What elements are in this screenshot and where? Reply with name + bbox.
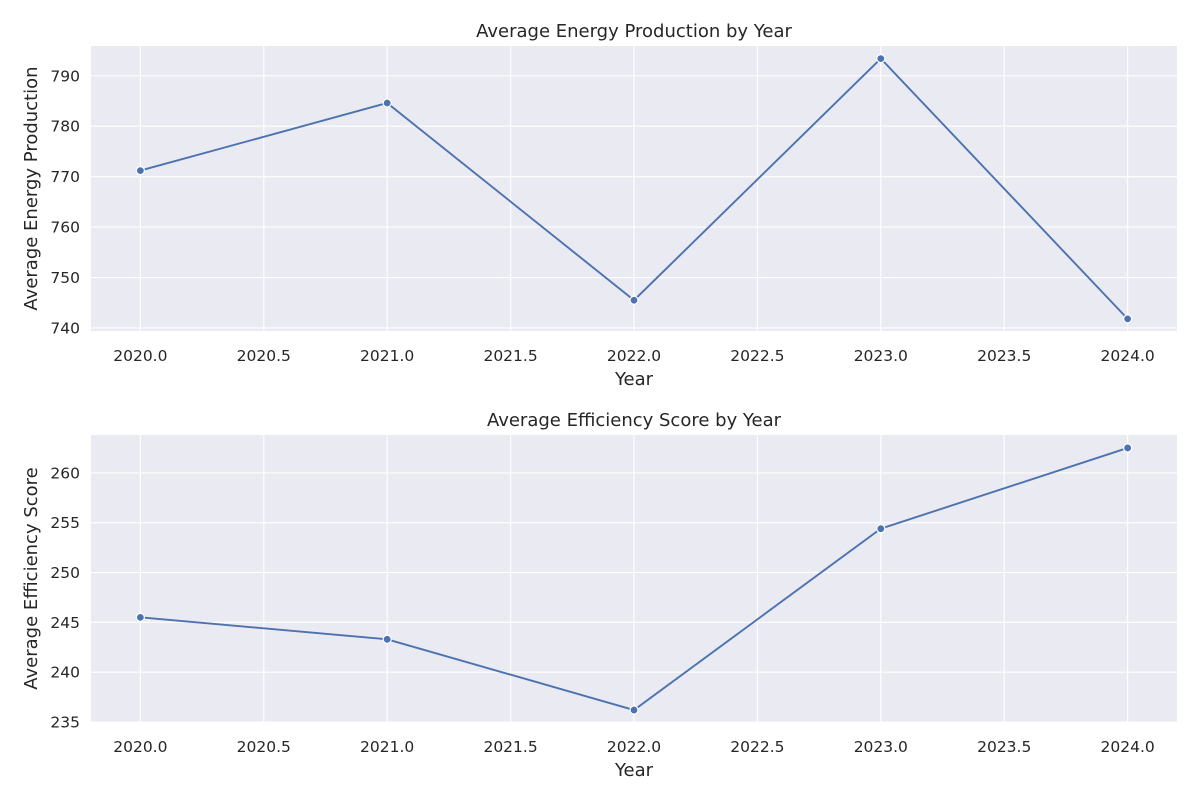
y-tick-label: 260 — [50, 464, 80, 482]
chart-panel-1: 2020.0 2020.5 2021.0 2021.5 2022.0 2022.5 2023… — [21, 21, 1177, 390]
y-tick-label: 235 — [50, 714, 80, 732]
chart-title: Average Energy Production by Year — [476, 21, 792, 42]
x-tick-label: 2022.5 — [730, 347, 784, 365]
y-tick-label: 240 — [50, 664, 80, 682]
x-tick-label: 2021.0 — [360, 347, 414, 365]
x-tick-label: 2021.5 — [483, 738, 537, 756]
x-tick-label: 2023.0 — [854, 347, 908, 365]
y-axis-title: Average Efficiency Score — [21, 467, 42, 689]
x-tick-label: 2020.5 — [237, 738, 291, 756]
x-tick-label: 2021.0 — [360, 738, 414, 756]
chart-panel-2: 2020.0 2020.5 2021.0 2021.5 2022.0 2022.5 2023… — [21, 410, 1177, 781]
data-point — [629, 295, 639, 305]
y-tick-label: 790 — [50, 67, 80, 85]
x-tick-label: 2023.0 — [854, 738, 908, 756]
x-axis-title: Year — [614, 760, 654, 781]
y-axis-title: Average Energy Production — [21, 66, 42, 310]
x-tick-label: 2022.5 — [730, 738, 784, 756]
y-tick-label: 255 — [50, 514, 80, 532]
data-point — [876, 54, 886, 64]
data-point — [1123, 314, 1133, 324]
x-tick-label: 2024.0 — [1101, 738, 1155, 756]
y-tick-label: 780 — [50, 118, 80, 136]
x-tick-label: 2020.0 — [113, 738, 167, 756]
x-tick-label: 2020.0 — [113, 347, 167, 365]
y-tick-label: 760 — [50, 219, 80, 237]
x-tick-label: 2023.5 — [977, 738, 1031, 756]
chart-title: Average Efficiency Score by Year — [487, 410, 782, 431]
data-point — [876, 524, 886, 534]
y-tick-label: 770 — [50, 168, 80, 186]
data-point — [135, 612, 145, 622]
y-tick-label: 740 — [50, 319, 80, 337]
x-tick-label: 2023.5 — [977, 347, 1031, 365]
x-tick-label: 2020.5 — [237, 347, 291, 365]
x-tick-label: 2022.0 — [607, 738, 661, 756]
y-tick-label: 750 — [50, 269, 80, 287]
y-tick-label: 250 — [50, 564, 80, 582]
x-axis-title: Year — [614, 369, 654, 390]
x-tick-label: 2021.5 — [483, 347, 537, 365]
data-point — [382, 98, 392, 108]
x-tick-label: 2022.0 — [607, 347, 661, 365]
data-point — [1123, 443, 1133, 453]
y-tick-label: 245 — [50, 614, 80, 632]
data-point — [382, 634, 392, 644]
data-point — [135, 165, 145, 176]
data-point — [629, 705, 639, 715]
x-tick-label: 2024.0 — [1101, 347, 1155, 365]
